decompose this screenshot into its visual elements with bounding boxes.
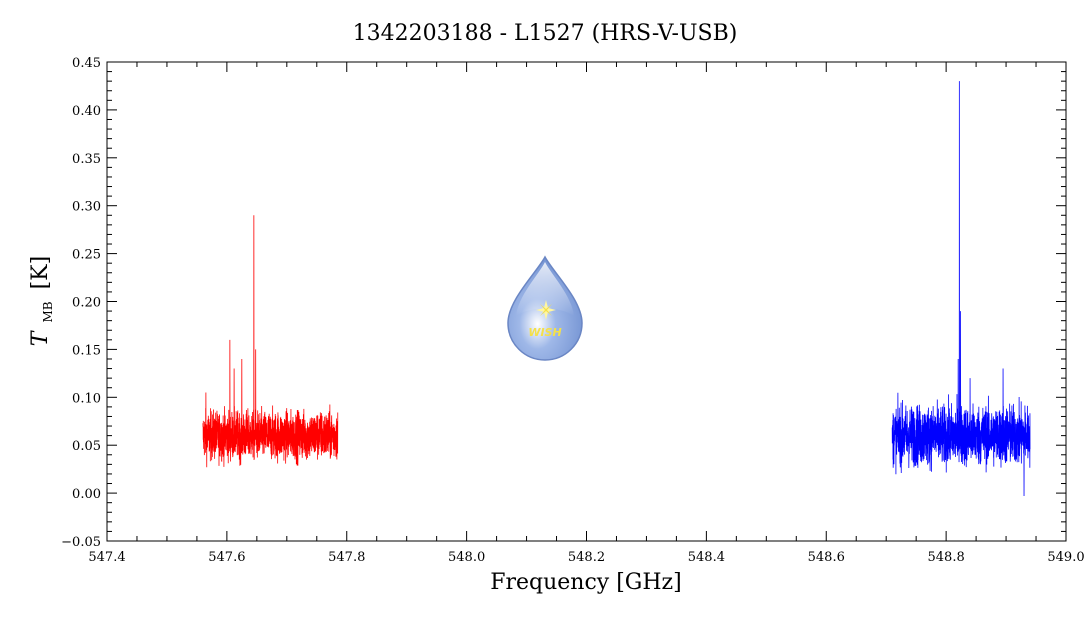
y-tick-label: 0.40 [72,104,101,119]
x-tick-label: 547.4 [88,550,125,565]
x-tick-label: 549.0 [1047,550,1084,565]
y-tick-label: 0.05 [72,439,101,454]
x-tick-label: 548.0 [448,550,485,565]
y-tick-label: 0.10 [72,391,101,406]
y-tick-label: 0.20 [72,296,101,311]
y-label-sub: MB [41,301,55,322]
y-label-main: T [28,329,53,346]
y-tick-label: −0.05 [61,535,101,550]
plot-frame [106,61,1067,542]
y-tick-label: 0.30 [72,200,101,215]
series-layer [202,81,1031,496]
x-tick-label: 548.6 [808,550,845,565]
x-axis: 547.4 547.6 547.8 548.0 548.2 548.4 548.6 548.8… [88,62,1085,565]
star-icon [536,300,556,320]
x-axis-label: Frequency [GHz] [490,570,682,595]
blue-spectrum-series [891,81,1031,496]
svg-text:T MB [K]: T MB [K] [28,256,58,346]
x-tick-label: 547.8 [328,550,365,565]
wish-logo: WISH [507,255,583,361]
x-tick-label: 548.2 [568,550,605,565]
x-tick-label: 548.8 [928,550,965,565]
y-tick-label: 0.15 [72,343,101,358]
y-axis-label: T MB [K] [28,256,58,346]
y-tick-label: 0.45 [72,56,101,71]
y-tick-label: 0.25 [72,248,101,263]
x-tick-label: 547.6 [208,550,245,565]
chart-title: 1342203188 - L1527 (HRS-V-USB) [353,21,738,46]
y-tick-label: 0.00 [72,487,101,502]
y-label-unit: [K] [28,256,53,290]
red-spectrum-series [202,215,339,468]
x-tick-label: 548.4 [688,550,725,565]
y-axis: −0.05 0.00 0.05 0.10 0.15 0.20 0.25 0.30 0.35 0.4… [61,56,1066,550]
y-tick-label: 0.35 [72,152,101,167]
logo-text: WISH [528,326,561,339]
